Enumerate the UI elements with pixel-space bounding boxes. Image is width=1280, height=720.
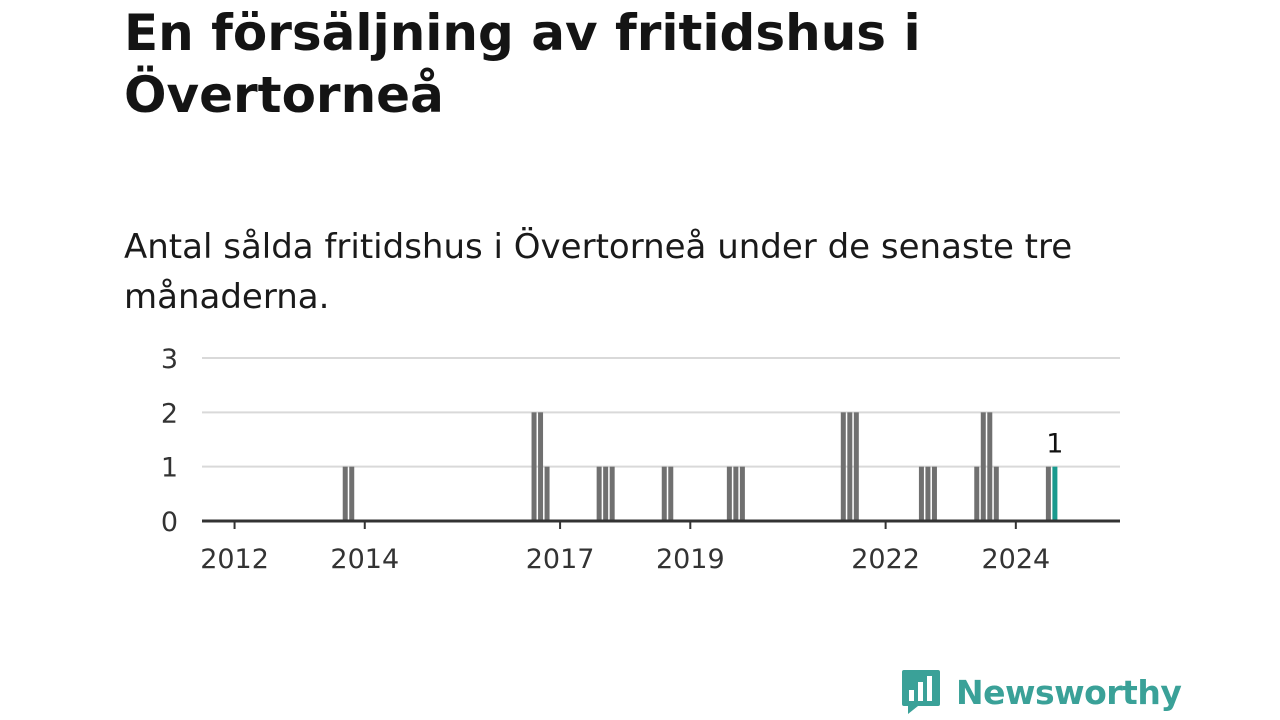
bar [609,466,615,521]
y-tick-label: 3 [161,344,178,375]
x-tick-label: 2024 [981,544,1050,575]
brand-name: Newsworthy [956,672,1182,712]
bar [603,466,609,521]
y-tick-label: 2 [161,398,178,429]
bar [342,466,348,521]
chart-headline: En försäljning av fritidshus i Övertorne… [124,4,921,124]
y-tick-label: 1 [161,453,178,484]
x-tick-label: 2014 [330,544,399,575]
bar [974,466,980,521]
bar [918,466,924,521]
bar [925,466,931,521]
bar-chart-speech-bubble-icon [902,670,940,714]
chart-subtitle: Antal sålda fritidshus i Övertorneå unde… [124,227,1073,317]
bar [993,466,999,521]
x-tick-label: 2012 [200,544,269,575]
bar [840,412,846,521]
bar-highlight [1052,466,1058,521]
bar-chart: 0 1 2 3 2012 2014 2017 2019 2022 2024 1 [161,344,1120,575]
bar [668,466,674,521]
bar [349,466,355,521]
bar [931,466,937,521]
bar [739,466,745,521]
x-tick-label: 2017 [526,544,595,575]
bar [544,466,550,521]
bar [726,466,732,521]
x-tick-label: 2022 [851,544,920,575]
bar [1045,466,1051,521]
bar [847,412,853,521]
data-label: 1 [1046,429,1063,460]
bar [538,412,544,521]
bar [531,412,537,521]
bar [733,466,739,521]
bar [987,412,993,521]
y-tick-label: 0 [161,507,178,538]
x-tick-label: 2019 [656,544,725,575]
bar [980,412,986,521]
bar [596,466,602,521]
bar [853,412,859,521]
bar [661,466,667,521]
newsworthy-brand: Newsworthy [900,668,1182,716]
